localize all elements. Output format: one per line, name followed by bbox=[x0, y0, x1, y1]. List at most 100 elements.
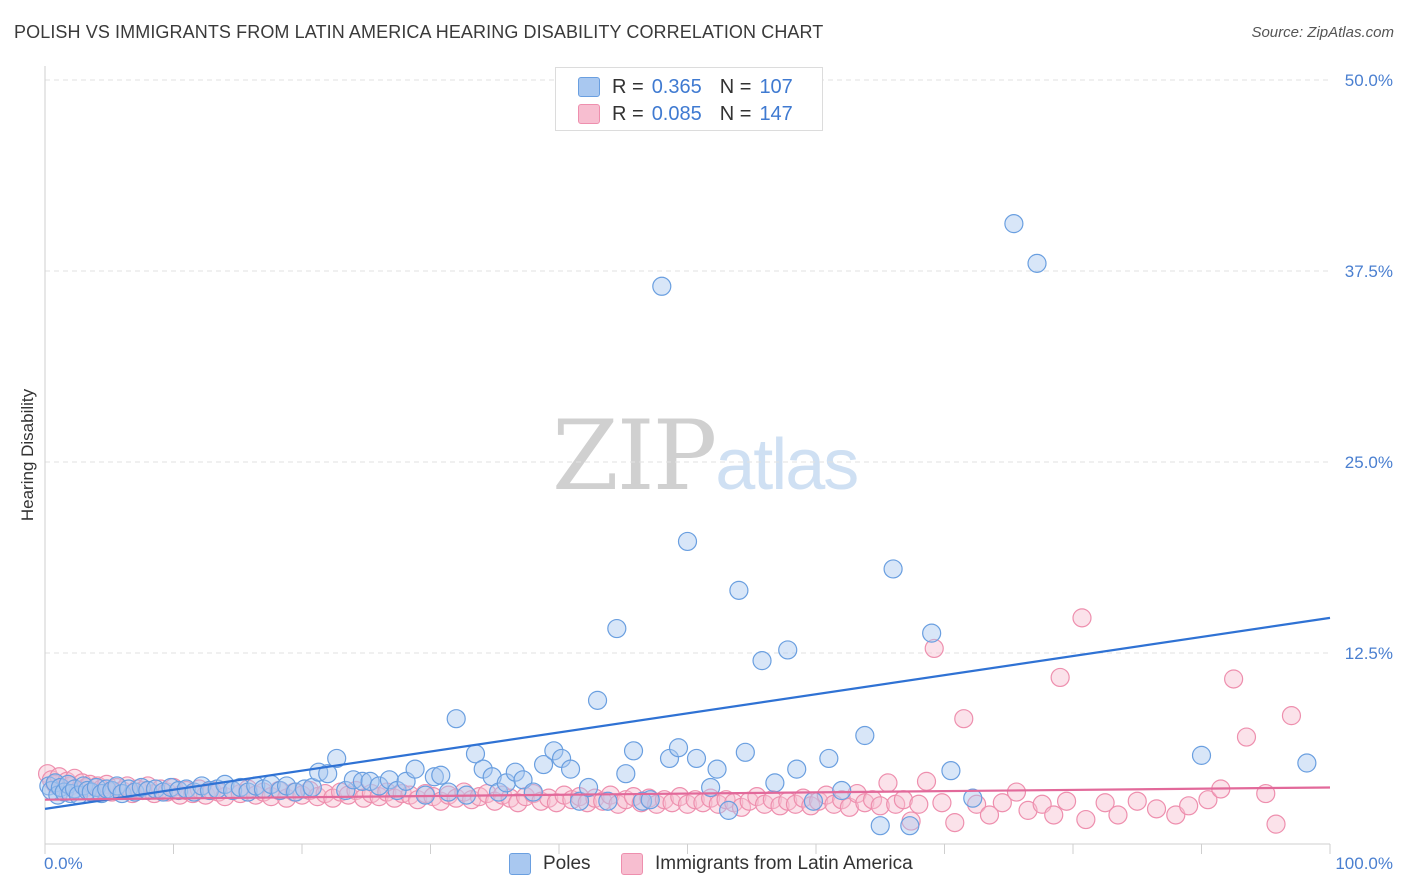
latin-point bbox=[508, 793, 528, 813]
poles-point bbox=[327, 748, 347, 769]
latin-point bbox=[1108, 805, 1128, 825]
latin-point bbox=[979, 805, 1000, 825]
legend-r-value: 0.365 bbox=[651, 75, 702, 98]
legend-n-label: N = bbox=[719, 102, 752, 125]
latin-point bbox=[992, 793, 1012, 813]
latin-point bbox=[855, 793, 875, 813]
poles-point bbox=[668, 738, 689, 758]
bottom-legend-latin: Immigrants from Latin America bbox=[621, 852, 913, 876]
y-tick-label: 25.0% bbox=[1345, 453, 1393, 472]
x-tick-label: 0.0% bbox=[44, 854, 83, 873]
poles-point bbox=[424, 767, 444, 787]
poles-point bbox=[652, 276, 672, 296]
poles-point bbox=[677, 531, 698, 552]
legend-row-latin: R = 0.085 N = 147 bbox=[578, 102, 811, 126]
latin-point bbox=[924, 638, 944, 659]
legend-row-poles: R = 0.365 N = 107 bbox=[578, 75, 811, 99]
latin-point bbox=[593, 791, 613, 811]
latin-point bbox=[1072, 608, 1092, 628]
latin-point bbox=[1198, 790, 1218, 810]
latin-point bbox=[1146, 799, 1167, 819]
poles-point bbox=[1004, 214, 1024, 234]
poles-point bbox=[598, 791, 618, 811]
latin-point bbox=[1018, 800, 1038, 820]
latin-point bbox=[685, 790, 705, 810]
poles-point bbox=[1027, 253, 1047, 273]
latin-point bbox=[1179, 796, 1199, 816]
poles-point bbox=[855, 725, 875, 746]
bottom-legend-poles-label: Poles bbox=[543, 853, 591, 874]
poles-point bbox=[832, 780, 852, 801]
latin-point bbox=[909, 794, 929, 814]
poles-point bbox=[640, 790, 660, 810]
poles-trend-line bbox=[44, 616, 1331, 810]
chart-title: POLISH VS IMMIGRANTS FROM LATIN AMERICA … bbox=[14, 22, 824, 42]
poles-point bbox=[405, 759, 425, 779]
poles-point bbox=[560, 759, 581, 779]
legend-n-value: 107 bbox=[759, 75, 793, 98]
poles-point bbox=[941, 761, 961, 781]
poles-point bbox=[513, 770, 533, 790]
latin-point bbox=[1281, 706, 1302, 726]
poles-point bbox=[686, 748, 707, 769]
x-tick-label: 100.0% bbox=[1335, 854, 1393, 873]
poles-point bbox=[632, 791, 653, 811]
latin-point bbox=[623, 787, 644, 807]
poles-point bbox=[505, 762, 525, 782]
latin-point bbox=[762, 790, 782, 810]
latin-point bbox=[654, 790, 674, 810]
poles-point bbox=[369, 776, 389, 796]
poles-point bbox=[729, 580, 749, 600]
y-tick-label: 12.5% bbox=[1345, 644, 1393, 663]
poles-point bbox=[360, 771, 380, 791]
latin-point bbox=[1056, 791, 1077, 811]
legend-n-label: N = bbox=[719, 75, 752, 98]
y-tick-label: 50.0% bbox=[1345, 71, 1393, 90]
poles-point bbox=[161, 777, 181, 798]
poles-point bbox=[616, 764, 636, 784]
poles-point bbox=[819, 748, 839, 769]
y-tick-label: 37.5% bbox=[1345, 262, 1393, 281]
latin-point bbox=[1044, 805, 1064, 825]
poles-point bbox=[446, 709, 466, 729]
legend-r-label: R = bbox=[612, 102, 644, 125]
poles-point bbox=[1191, 745, 1212, 765]
poles-point bbox=[623, 741, 644, 761]
legend-r-value: 0.085 bbox=[651, 102, 702, 125]
poles-point bbox=[787, 759, 807, 779]
poles-point bbox=[719, 800, 739, 820]
poles-point bbox=[544, 741, 564, 761]
latin-point bbox=[878, 773, 898, 793]
poles-point bbox=[870, 816, 890, 836]
poles-point bbox=[238, 782, 258, 802]
poles-point bbox=[707, 759, 727, 779]
poles-point bbox=[963, 788, 983, 808]
poles-point bbox=[569, 791, 590, 811]
poles-point bbox=[523, 782, 543, 802]
poles-point bbox=[1297, 753, 1317, 773]
latin-point bbox=[945, 813, 965, 833]
poles-point bbox=[318, 764, 338, 784]
latin-point bbox=[1050, 667, 1070, 688]
poles-point bbox=[587, 690, 608, 710]
correlation-legend: R = 0.365 N = 107 R = 0.085 N = 147 bbox=[555, 67, 823, 131]
latin-point bbox=[670, 787, 690, 807]
latin-trend-line bbox=[44, 786, 1331, 801]
latin-point bbox=[862, 790, 883, 810]
poles-point bbox=[752, 651, 772, 671]
latin-swatch bbox=[621, 853, 643, 875]
poles-point bbox=[701, 777, 721, 798]
poles-point bbox=[379, 770, 399, 790]
latin-point bbox=[870, 796, 890, 816]
latin-point bbox=[1266, 814, 1286, 834]
poles-point bbox=[900, 816, 920, 836]
poles-point bbox=[578, 777, 599, 798]
poles-point bbox=[336, 780, 356, 801]
poles-swatch bbox=[509, 853, 531, 875]
poles-point bbox=[765, 773, 785, 793]
source-label: Source: ZipAtlas.com bbox=[1251, 24, 1394, 41]
poles-point bbox=[922, 623, 942, 643]
latin-point bbox=[1224, 669, 1244, 689]
poles-point bbox=[431, 765, 451, 785]
